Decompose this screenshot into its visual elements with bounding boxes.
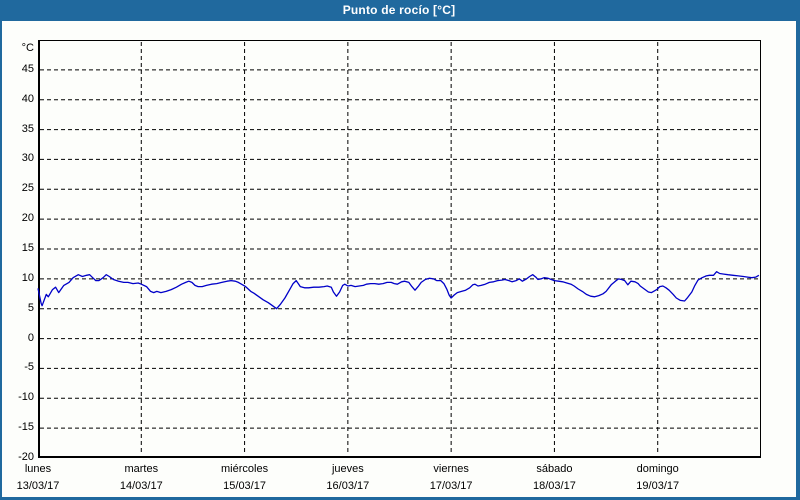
window-title: Punto de rocío [°C]	[342, 3, 456, 17]
y-tick-label: 30	[21, 152, 34, 165]
day-date-label: 18/03/17	[533, 480, 576, 492]
y-tick-label: 20	[21, 212, 34, 225]
window-titlebar: Punto de rocío [°C]	[2, 0, 796, 21]
day-date-label: 14/03/17	[119, 480, 163, 492]
day-name-label: miércoles	[221, 463, 269, 475]
y-tick-label: 10	[21, 271, 34, 284]
day-date-label: 16/03/17	[326, 480, 370, 492]
y-tick-label: 5	[27, 301, 34, 314]
y-tick-label: 15	[21, 242, 34, 254]
day-date-label: 17/03/17	[429, 480, 473, 492]
y-axis-unit-label: °C	[21, 42, 34, 54]
day-name-label: lunes	[24, 463, 52, 475]
y-tick-label: 45	[21, 62, 34, 75]
day-name-label: sábado	[536, 463, 573, 475]
y-tick-label: 40	[21, 92, 34, 105]
day-name-label: viernes	[433, 463, 469, 475]
day-name-label: jueves	[331, 463, 364, 475]
day-date-label: 19/03/17	[636, 480, 680, 492]
y-tick-label: 25	[21, 182, 34, 195]
y-tick-label: 35	[21, 122, 34, 135]
day-name-label: domingo	[636, 463, 679, 475]
day-date-label: 13/03/17	[16, 480, 60, 492]
y-tick-label: -20	[18, 451, 34, 463]
day-name-label: martes	[124, 463, 159, 475]
day-date-label: 15/03/17	[223, 480, 266, 492]
y-tick-label: -5	[24, 361, 34, 374]
y-tick-label: -10	[18, 391, 34, 404]
y-tick-label: 0	[27, 331, 34, 344]
chart-area: °C 45 40 35 30 25 20 15 10 5 0 -5 -10 -15 -20 lunes 13…	[2, 21, 796, 497]
y-tick-label: -15	[18, 421, 34, 434]
dew-point-line	[37, 271, 760, 310]
plot	[37, 40, 761, 458]
